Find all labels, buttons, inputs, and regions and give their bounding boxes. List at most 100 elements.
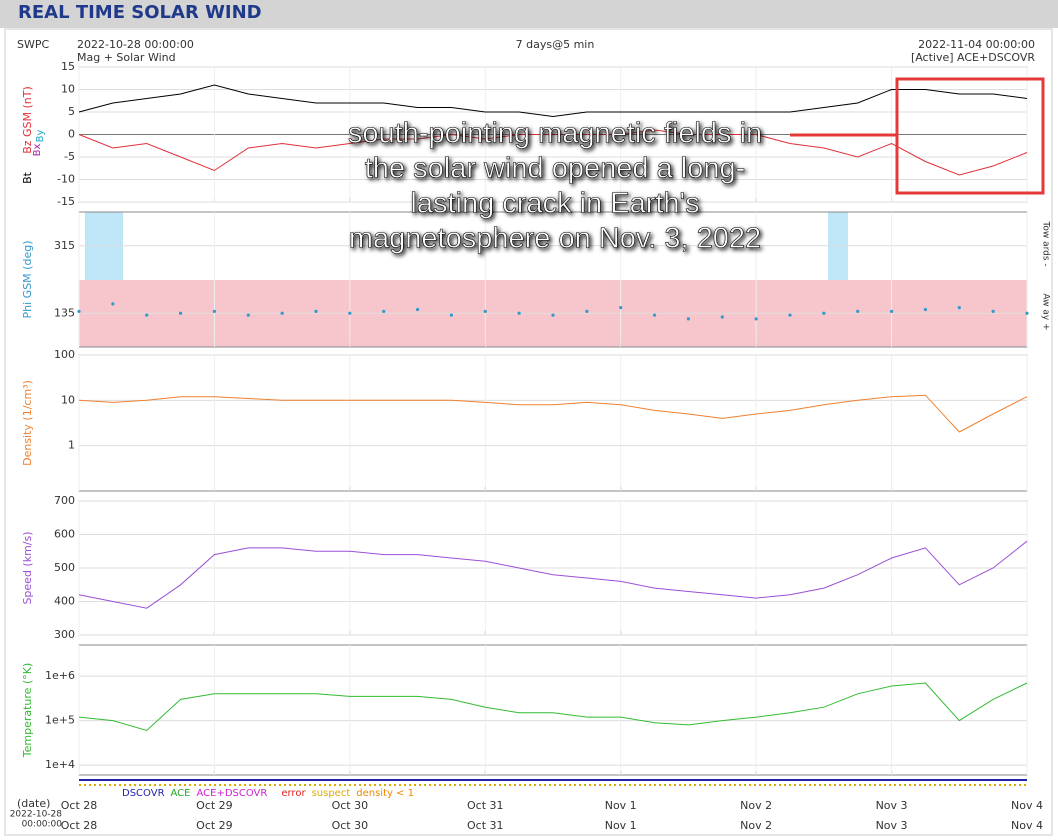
x-tick-label: Oct 28 <box>61 819 98 832</box>
series-line <box>78 84 1028 118</box>
x-tick-label: Nov 1 <box>605 799 637 812</box>
x-tick-label: Oct 30 <box>332 819 369 832</box>
point <box>111 302 115 306</box>
point <box>822 311 826 315</box>
x-tick-label: Oct 31 <box>467 799 504 812</box>
x-tick-label: Nov 4 <box>1011 799 1043 812</box>
y-axis-label: Density (1/cm³) <box>21 380 34 466</box>
y-tick-label: 15 <box>61 60 75 73</box>
source: SWPC <box>17 38 49 51</box>
x-tick-label: Nov 2 <box>740 799 772 812</box>
annotation: magnetosphere on Nov. 3, 2022 <box>349 223 761 255</box>
y-axis-label: Bz GSM (nT) <box>21 86 34 154</box>
side-label: Tow ards - <box>1041 220 1051 266</box>
y-tick-label: 135 <box>54 306 75 319</box>
y-tick-label: -5 <box>64 150 75 163</box>
y-tick-label: -10 <box>57 173 75 186</box>
point <box>652 313 657 317</box>
point <box>585 309 589 313</box>
status-legend: error <box>281 788 306 799</box>
y-tick-label: -15 <box>57 195 75 208</box>
y-tick-label: 600 <box>54 528 75 541</box>
component-label: By <box>35 130 46 143</box>
point <box>314 309 318 313</box>
point <box>382 309 386 313</box>
status-legend: density < 1 <box>356 788 414 799</box>
y-tick-label: 5 <box>68 105 75 118</box>
point <box>991 309 995 313</box>
point <box>246 313 250 317</box>
status-legend: DSCOVR <box>122 788 165 799</box>
y-tick-label: 100 <box>54 348 75 361</box>
point <box>551 313 555 317</box>
point <box>788 313 792 317</box>
span: 7 days@5 min <box>516 38 595 51</box>
x-tick-label: Oct 30 <box>332 799 369 812</box>
component-label: Bx <box>32 144 43 157</box>
x-tick-label: Nov 3 <box>876 799 908 812</box>
y-axis-label: Temperature (°K) <box>21 663 34 758</box>
point <box>856 309 860 313</box>
series-line <box>78 540 1028 609</box>
point <box>178 311 183 315</box>
y-tick-label: 1 <box>68 439 75 452</box>
y-axis-label: Speed (km/s) <box>21 531 34 604</box>
end-time: 2022-11-04 00:00:00 <box>918 38 1035 51</box>
point <box>77 309 81 313</box>
point <box>449 313 454 317</box>
status-legend: ACE <box>171 788 191 799</box>
point <box>923 307 928 312</box>
y-tick-label: 700 <box>54 494 75 507</box>
instrument: [Active] ACE+DSCOVR <box>911 51 1035 64</box>
status-legend: ACE+DSCOVR <box>196 788 267 799</box>
side-label: Aw ay + <box>1041 293 1051 330</box>
footer-time: 00:00:00 <box>22 820 63 830</box>
date-label: (date) <box>17 797 50 810</box>
point <box>686 317 691 321</box>
point <box>348 311 352 315</box>
y-tick-label: 1e+6 <box>45 669 75 682</box>
annotation: lasting crack in Earth's <box>410 188 699 220</box>
series-line <box>78 682 1028 732</box>
point <box>619 306 623 310</box>
x-tick-label: Oct 28 <box>61 799 98 812</box>
point <box>889 309 894 313</box>
y-tick-label: 10 <box>61 393 75 406</box>
series-line <box>78 129 1028 176</box>
y-tick-label: 1e+5 <box>45 714 75 727</box>
y-tick-label: 10 <box>61 83 75 96</box>
y-tick-label: 400 <box>54 595 75 608</box>
point <box>957 306 961 310</box>
legend-label: Bt <box>21 171 34 184</box>
y-tick-label: 300 <box>54 628 75 641</box>
footer-date: 2022-10-28 <box>10 810 63 820</box>
y-tick-label: 315 <box>54 239 75 252</box>
annotation: the solar wind opened a long- <box>365 153 745 185</box>
x-tick-label: Nov 4 <box>1011 819 1043 832</box>
point <box>720 315 724 319</box>
x-tick-label: Nov 1 <box>605 819 637 832</box>
title-bar <box>0 0 1058 28</box>
subtitle: Mag + Solar Wind <box>77 51 176 64</box>
x-tick-label: Nov 2 <box>740 819 772 832</box>
point <box>415 307 420 312</box>
x-tick-label: Oct 29 <box>196 799 233 812</box>
x-tick-label: Oct 31 <box>467 819 504 832</box>
start-time: 2022-10-28 00:00:00 <box>77 38 194 51</box>
x-tick-label: Nov 3 <box>876 819 908 832</box>
x-tick-label: Oct 29 <box>196 819 233 832</box>
status-legend: suspect <box>312 788 351 799</box>
point <box>754 317 758 321</box>
point <box>280 311 284 315</box>
y-tick-label: 500 <box>54 561 75 574</box>
y-axis-label: Phi GSM (deg) <box>21 241 34 319</box>
point <box>483 309 487 313</box>
point <box>517 311 521 315</box>
page-title: REAL TIME SOLAR WIND <box>18 2 262 23</box>
point <box>145 313 149 317</box>
y-tick-label: 1e+4 <box>45 758 75 771</box>
series-line <box>78 394 1028 433</box>
point <box>1025 311 1029 315</box>
